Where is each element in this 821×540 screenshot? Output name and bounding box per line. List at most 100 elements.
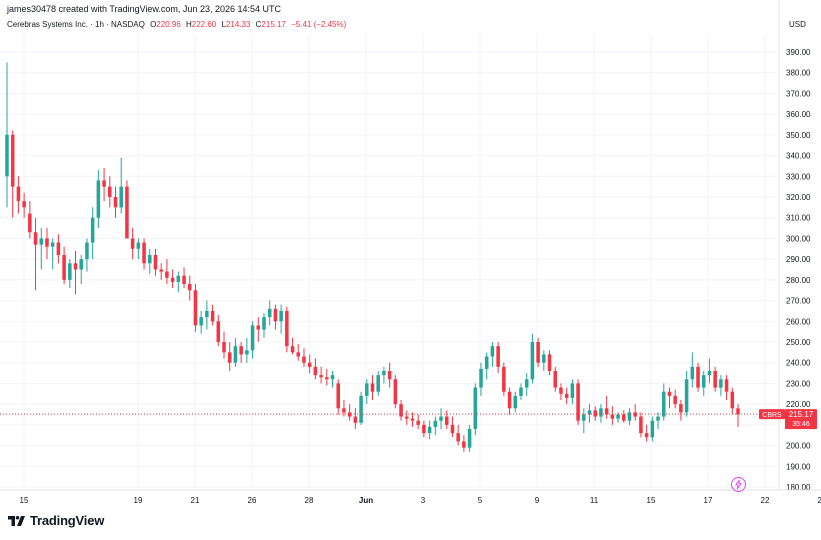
candle-body [684, 379, 689, 413]
tradingview-logo-icon [8, 515, 25, 526]
candle-body [159, 269, 163, 272]
candle-body [307, 362, 312, 367]
low-label: L [221, 20, 226, 29]
ticker-tag [759, 409, 785, 420]
candle-body [199, 317, 203, 326]
candle-body [564, 393, 569, 398]
candle-body [245, 350, 249, 355]
candle-body [96, 180, 101, 218]
candle-body [182, 275, 186, 284]
candle-body [679, 404, 683, 413]
candle-body [410, 418, 415, 421]
x-tick-label: Jun [359, 496, 373, 505]
x-tick-label: 17 [704, 496, 713, 505]
x-tick-label: 11 [590, 496, 599, 505]
y-tick-label: 350.00 [786, 131, 811, 140]
candle-body [502, 366, 506, 392]
candle-body [68, 263, 72, 280]
change-value: −5.41 (−2.45%) [291, 20, 347, 29]
candle-body [113, 197, 118, 208]
x-tick-label: 15 [647, 496, 656, 505]
candle-body [730, 391, 735, 409]
candle-body [359, 395, 363, 423]
candle-body [713, 371, 717, 388]
candle-body [39, 238, 44, 245]
x-tick-label: 28 [305, 496, 314, 505]
candle-body [553, 371, 558, 388]
candle-body [210, 310, 215, 322]
y-tick-label: 380.00 [786, 69, 811, 78]
candle-body [148, 255, 152, 264]
candle-body [142, 242, 146, 264]
candle-body [90, 217, 95, 243]
candle-body [279, 310, 283, 322]
candle-body [462, 441, 466, 448]
candle-body [547, 354, 552, 371]
x-tick-label: 15 [20, 496, 29, 505]
candle-body [262, 317, 266, 330]
candle-body [650, 420, 655, 438]
x-tick-label: 19 [134, 496, 143, 505]
candle-body [627, 412, 632, 421]
high-value: 222.60 [191, 20, 217, 29]
candle-body [28, 213, 32, 233]
price-tag-value: 215.17 [789, 410, 814, 419]
lightning-icon [734, 480, 743, 489]
candle-body [108, 186, 112, 197]
candle-body [416, 420, 420, 425]
candle-body [62, 255, 66, 280]
candle-body [724, 379, 729, 392]
symbol-legend: Cerebras Systems Inc. · 1h · NASDAQ O220… [7, 20, 346, 29]
candle-body [701, 375, 706, 388]
y-tick-label: 300.00 [786, 234, 811, 243]
candle-body [313, 366, 318, 376]
x-tick-label: 5 [478, 496, 483, 505]
candle-body [119, 186, 123, 208]
candle-body [707, 371, 712, 376]
y-tick-label: 180.00 [786, 483, 811, 492]
candle-body [102, 180, 106, 187]
tradingview-logo[interactable]: TradingView [8, 513, 104, 528]
candle-body [399, 404, 403, 417]
y-tick-label: 230.00 [786, 379, 811, 388]
candle-body [513, 395, 518, 409]
x-tick-label: 9 [535, 496, 540, 505]
candle-body [290, 346, 295, 353]
candle-body [484, 356, 489, 369]
candle-body [130, 238, 135, 249]
candle-body [639, 416, 643, 434]
candle-body [319, 375, 323, 378]
candle-body [593, 410, 597, 417]
candle-body [542, 354, 546, 363]
candle-body [536, 342, 540, 363]
candle-body [193, 290, 198, 326]
candle-body [661, 391, 666, 417]
candle-body [496, 346, 500, 367]
candle-body [616, 414, 620, 419]
candle-body [570, 383, 575, 398]
candle-body [216, 321, 221, 342]
candle-body [382, 371, 386, 376]
candle-body [644, 433, 649, 438]
candle-body [582, 414, 586, 421]
low-value: 214.33 [225, 20, 251, 29]
candle-body [365, 383, 369, 396]
y-tick-label: 320.00 [786, 193, 811, 202]
open-value: 220.96 [156, 20, 181, 29]
candle-body [507, 391, 512, 409]
candle-body [176, 275, 181, 282]
candle-body [250, 325, 255, 351]
currency-label[interactable]: USD [789, 20, 806, 29]
candle-body [125, 186, 129, 239]
candle-body [370, 383, 375, 392]
y-tick-label: 370.00 [786, 89, 811, 98]
candle-body [473, 387, 478, 429]
y-tick-label: 190.00 [786, 462, 811, 471]
high-label: H [186, 20, 192, 29]
candle-body [16, 186, 21, 202]
candle-body [85, 242, 89, 260]
candle-body [456, 433, 460, 442]
replay-button[interactable] [731, 477, 746, 492]
candle-body [10, 134, 15, 187]
